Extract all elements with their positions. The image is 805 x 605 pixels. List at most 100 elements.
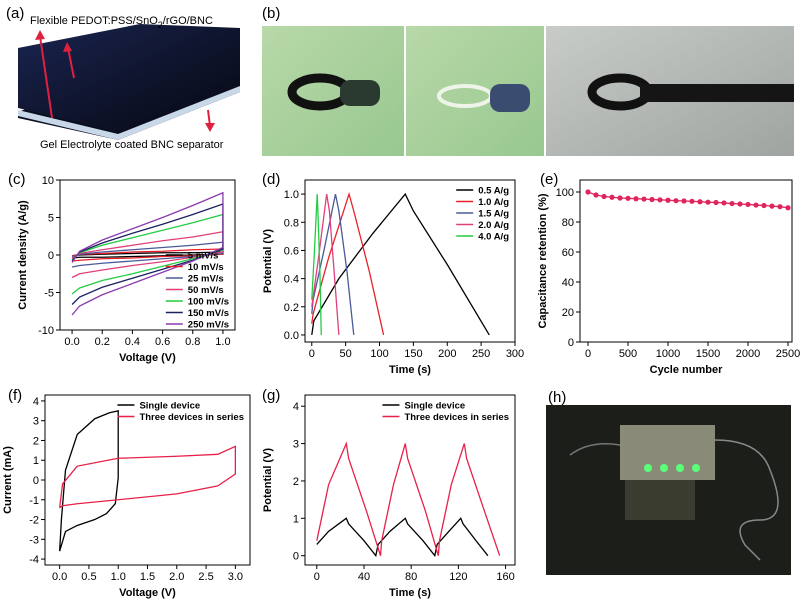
data-point [585,189,591,195]
series-line [316,441,501,556]
glove [490,84,530,112]
text-part: /rGO/BNC [163,15,213,27]
panel-label: (f) [8,387,22,404]
x-tick-label: 0.5 [81,571,96,583]
chart-panel: (c) 0.0 0.2 0.4 0.6 0.8 1.0 -10 -5 0 5 10 Voltage (V… [8,171,236,364]
panel-label: (g) [262,387,280,404]
data-point [753,202,759,208]
x-tick-label: 0.4 [125,336,140,348]
data-point [609,194,615,200]
data-point [737,201,743,207]
chart-panel: (f) 0.0 0.5 1.0 1.5 2.0 2.5 3.0 -4 -3 -2 -1 0 1 2 3 4 Vol… [2,387,251,599]
y-tick-label: 0.8 [284,217,299,229]
data-point [649,196,655,203]
device [625,480,695,520]
x-tick-label: 100 [370,348,388,360]
series-line [316,517,489,558]
data-point [705,199,711,205]
x-tick-label: 200 [438,348,456,360]
x-tick-label: 0.8 [185,336,200,348]
data-point [713,199,719,206]
data-point [641,196,647,202]
legend-label: 150 mV/s [188,308,229,319]
arrow [67,47,75,79]
y-tick-label: -4 [29,554,39,566]
series-line [311,191,385,336]
x-tick-label: 250 [472,348,490,360]
x-axis-label: Voltage (V) [119,587,176,599]
y-tick-label: 3 [33,416,39,428]
separator [18,86,240,140]
photo [262,26,404,156]
legend-label: 50 mV/s [188,285,224,296]
legend-label: 2.0 A/g [478,220,509,231]
y-tick-label: 4 [33,396,39,408]
x-tick-label: 0 [314,571,320,583]
arrow [39,35,53,119]
x-tick-label: 1.0 [215,336,230,348]
legend-label: 4.0 A/g [478,232,509,243]
y-axis-label: Potential (V) [262,229,274,294]
film [640,84,794,102]
y-tick-label: 3 [293,439,299,451]
arrow-head [205,123,215,132]
y-tick-label: 0.0 [284,330,299,342]
y-tick-label: 10 [42,175,54,187]
x-tick-label: 1.5 [140,571,155,583]
x-tick-label: 2.0 [169,571,184,583]
x-axis-label: Time (s) [389,587,431,599]
panel-label: (e) [540,171,558,188]
x-tick-label: 0.0 [52,571,67,583]
legend: 0.5 A/g1.0 A/g1.5 A/g2.0 A/g4.0 A/g [456,186,509,243]
data-point [665,197,671,203]
legend-label: Single device [139,401,200,412]
x-tick-label: 150 [404,348,422,360]
legend-label: Three devices in series [139,412,244,423]
y-tick-label: -2 [29,515,39,527]
breadboard [620,425,715,480]
arrow-head [63,42,72,52]
data-point [593,192,599,198]
wire [714,439,779,561]
y-tick-label: 0.2 [284,302,299,314]
data-point [785,205,791,211]
data-point [745,201,751,208]
sheet-top [18,24,240,132]
plot-frame [579,179,793,343]
data-point [625,195,631,201]
text-part: Flexible PEDOT:PSS/SnO [30,15,158,27]
data-point [761,202,767,209]
y-tick-label: 100 [556,187,574,199]
data-point [681,198,687,204]
series-line [71,191,224,316]
x-axis-label: Time (s) [389,364,431,376]
x-tick-label: 3.0 [228,571,243,583]
y-tick-label: 80 [562,217,574,229]
y-tick-label: 2 [293,476,299,488]
panel-b: (b) [262,5,794,156]
panel-label: (b) [262,5,280,22]
y-tick-label: 1 [293,513,299,525]
y-tick-label: -3 [29,534,39,546]
legend-label: 1.0 A/g [478,197,509,208]
y-tick-label: 20 [562,307,574,319]
x-tick-label: 1500 [696,348,720,360]
x-tick-label: 300 [506,348,524,360]
panel-label: (d) [262,171,280,188]
panel-h: (h) [546,389,791,575]
y-tick-label: 0 [48,250,54,262]
x-tick-label: 0 [585,348,591,360]
y-axis-label: Capacitance retention (%) [537,193,549,328]
series-line [311,194,322,335]
y-tick-label: 60 [562,247,574,259]
y-tick-label: 0 [33,475,39,487]
y-axis-label: Potential (V) [262,448,274,513]
panel-label: (h) [548,389,566,406]
y-axis-label: Current (mA) [2,446,14,514]
separator-label: Gel Electrolyte coated BNC separator [40,139,224,151]
y-tick-label: 1.0 [284,189,299,201]
arrow-head [35,30,45,40]
chart-panel: (d) 0 50 100 150 200 250 300 0.0 0.2 0.4 0.6 0.8 1.0 T… [262,171,524,376]
